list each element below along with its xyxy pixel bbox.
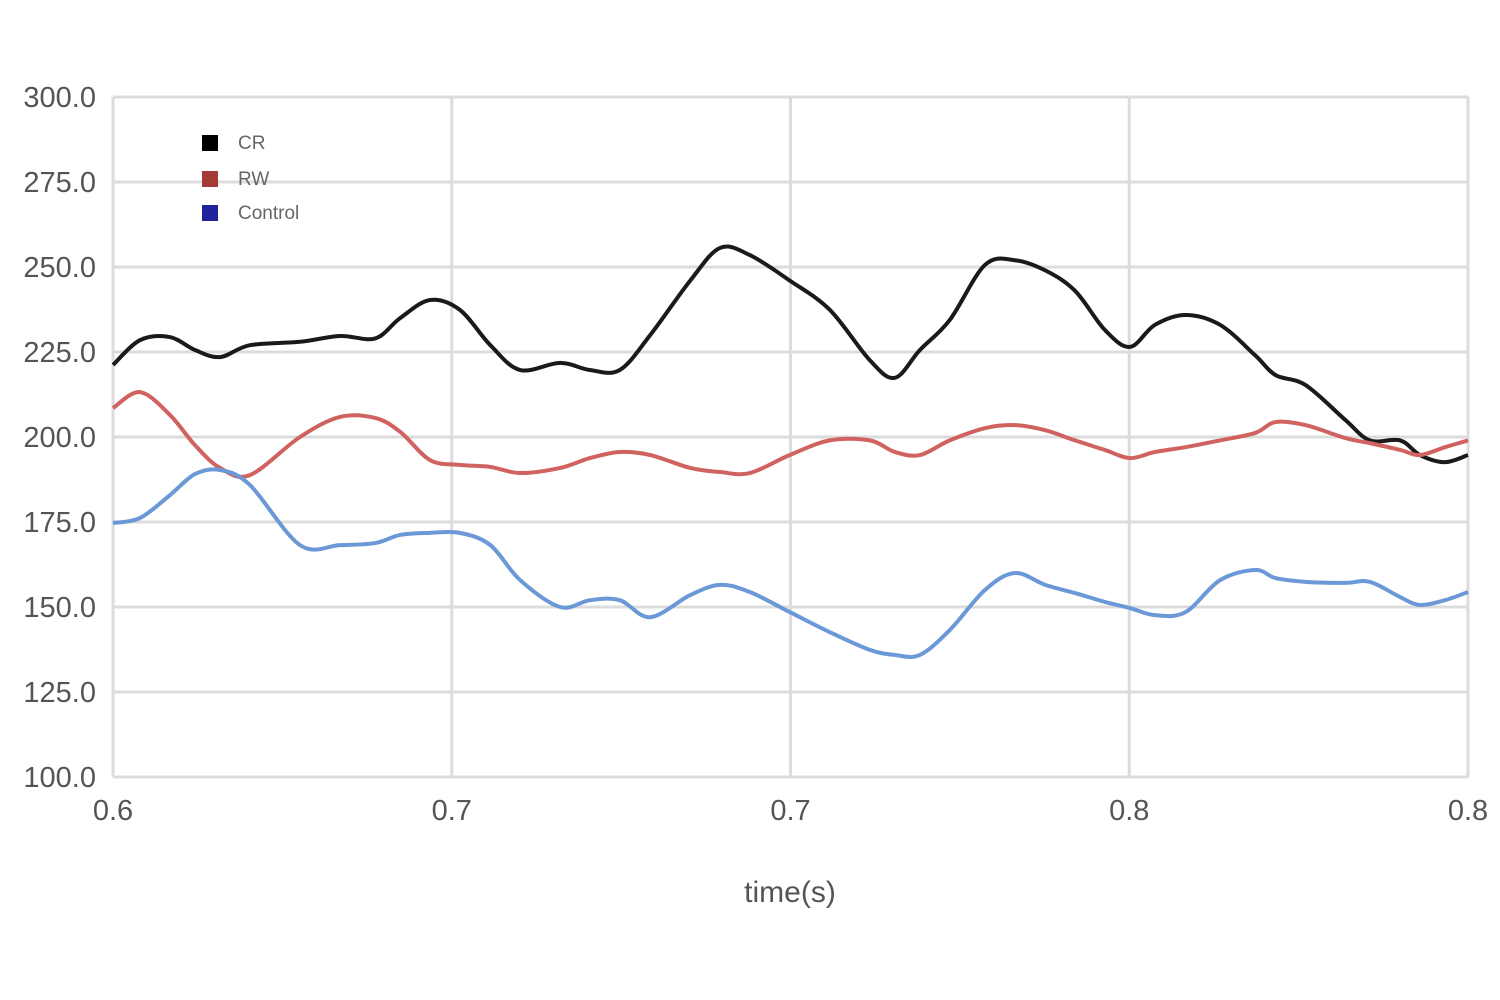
legend-swatch-control bbox=[202, 205, 218, 221]
y-tick-label: 100.0 bbox=[23, 762, 96, 794]
legend-swatch-cr bbox=[202, 135, 218, 151]
x-tick-label: 0.7 bbox=[770, 795, 810, 827]
x-axis-ticks: 0.6 0.7 0.7 0.8 0.8 bbox=[93, 795, 1488, 827]
y-tick-label: 300.0 bbox=[23, 82, 96, 114]
y-tick-label: 125.0 bbox=[23, 677, 96, 709]
y-tick-label: 250.0 bbox=[23, 252, 96, 284]
legend-label: CR bbox=[238, 133, 265, 154]
y-tick-label: 200.0 bbox=[23, 422, 96, 454]
legend-swatch-rw bbox=[202, 171, 218, 187]
y-axis-ticks: 100.0 125.0 150.0 175.0 200.0 225.0 250.0 275.0… bbox=[23, 82, 96, 794]
x-tick-label: 0.7 bbox=[432, 795, 472, 827]
series-line-cr bbox=[111, 244, 1469, 465]
y-tick-label: 225.0 bbox=[23, 337, 96, 369]
x-tick-label: 0.8 bbox=[1109, 795, 1149, 827]
legend-label: Control bbox=[238, 203, 299, 224]
y-tick-label: 275.0 bbox=[23, 167, 96, 199]
legend: CR RW Control bbox=[202, 133, 299, 224]
legend-label: RW bbox=[238, 169, 269, 190]
y-tick-label: 175.0 bbox=[23, 507, 96, 539]
series-line-rw bbox=[111, 390, 1469, 479]
grid bbox=[111, 95, 1470, 779]
x-tick-label: 0.6 bbox=[93, 795, 133, 827]
series-lines bbox=[111, 244, 1469, 659]
y-tick-label: 150.0 bbox=[23, 592, 96, 624]
x-tick-label: 0.8 bbox=[1448, 795, 1488, 827]
x-axis-label: time(s) bbox=[744, 876, 836, 909]
series-line-control bbox=[112, 467, 1469, 659]
